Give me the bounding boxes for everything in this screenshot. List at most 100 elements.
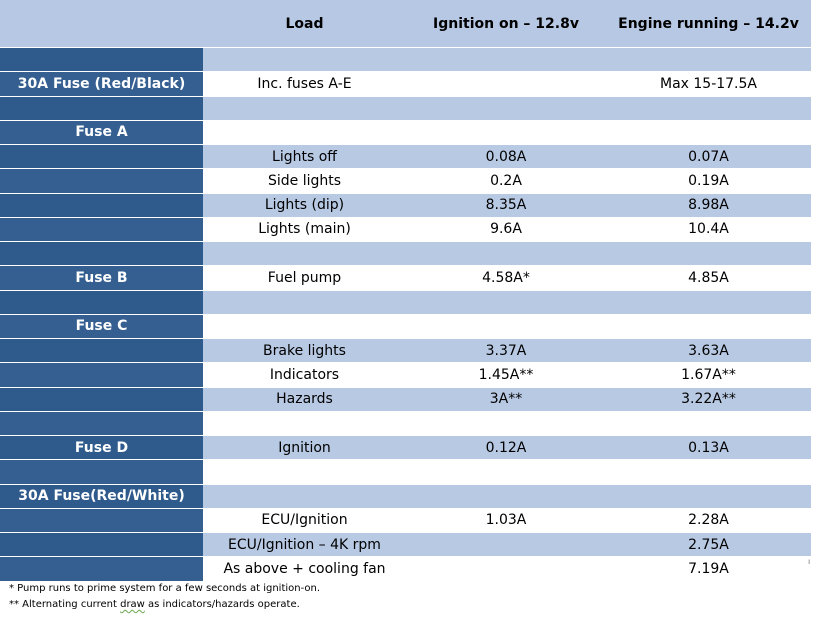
data-cell (406, 484, 606, 509)
data-cell (606, 484, 811, 509)
footnote-text-a: ** Alternating current (9, 599, 121, 610)
data-cell: Hazards (203, 387, 406, 412)
data-cell: 2.75A (606, 532, 811, 558)
data-cell (203, 290, 406, 315)
data-cell: 8.35A (406, 193, 606, 218)
table-row: Lights (dip) 8.35A 8.98A (0, 193, 811, 218)
data-cell: 0.13A (606, 435, 811, 461)
table-row (0, 47, 811, 73)
data-cell: 1.03A (406, 508, 606, 534)
fuse-label-cell: 30A Fuse(Red/White) (0, 484, 203, 509)
fuse-label-cell (0, 144, 203, 170)
data-cell: Lights (dip) (203, 193, 406, 218)
fuse-label-cell (0, 387, 203, 412)
data-cell: Indicators (203, 362, 406, 388)
data-cell: 0.08A (406, 144, 606, 170)
data-cell (606, 411, 811, 437)
data-cell: 8.98A (606, 193, 811, 218)
data-cell (406, 459, 606, 485)
table-row (0, 96, 811, 121)
table-row (0, 241, 811, 267)
data-cell: 4.85A (606, 265, 811, 291)
data-cell (606, 241, 811, 267)
fuse-label-cell: Fuse D (0, 435, 203, 461)
data-cell: 7.19A (606, 556, 811, 582)
data-cell: 0.07A (606, 144, 811, 170)
data-cell (406, 96, 606, 121)
fuse-label-cell: Fuse C (0, 314, 203, 340)
fuse-label-cell (0, 338, 203, 364)
footnote-alternating: ** Alternating current draw as indicator… (9, 599, 300, 610)
data-cell: 1.67A** (606, 362, 811, 388)
data-cell: Max 15-17.5A (606, 71, 811, 97)
fuse-label-cell (0, 290, 203, 315)
table-row: ECU/Ignition 1.03A 2.28A (0, 508, 811, 534)
data-cell (203, 314, 406, 340)
data-cell (203, 484, 406, 509)
data-cell (203, 96, 406, 121)
data-cell: Brake lights (203, 338, 406, 364)
fuse-label-cell: Fuse B (0, 265, 203, 291)
data-cell: ECU/Ignition (203, 508, 406, 534)
fuse-label-cell: Fuse A (0, 120, 203, 146)
data-cell (203, 459, 406, 485)
table-row (0, 411, 811, 437)
footnote-pump: * Pump runs to prime system for a few se… (9, 583, 321, 594)
fuse-label-cell (0, 96, 203, 121)
data-cell: Side lights (203, 168, 406, 194)
data-cell (606, 314, 811, 340)
data-cell (406, 556, 606, 582)
data-cell: ECU/Ignition – 4K rpm (203, 532, 406, 558)
data-cell: 0.2A (406, 168, 606, 194)
data-cell: 4.58A* (406, 265, 606, 291)
table-row: ECU/Ignition – 4K rpm 2.75A (0, 532, 811, 558)
data-cell (406, 47, 606, 73)
table-row: 30A Fuse (Red/Black) Inc. fuses A-E Max 15… (0, 71, 811, 97)
table-row: Fuse A (0, 120, 811, 146)
table-row: Fuse D Ignition 0.12A 0.13A (0, 435, 811, 461)
data-cell: 0.12A (406, 435, 606, 461)
data-cell (406, 411, 606, 437)
fuse-label-cell (0, 411, 203, 437)
fuse-label-cell (0, 168, 203, 194)
table-row: Indicators 1.45A** 1.67A** (0, 362, 811, 388)
data-cell (203, 241, 406, 267)
table-row: 30A Fuse(Red/White) (0, 484, 811, 509)
header-cell-3: Engine running – 14.2v (606, 0, 811, 48)
data-cell: Lights (main) (203, 217, 406, 243)
data-cell: Ignition (203, 435, 406, 461)
fuse-label-cell (0, 241, 203, 267)
table-row: Side lights 0.2A 0.19A (0, 168, 811, 194)
fuse-label-cell (0, 362, 203, 388)
data-cell: 3.63A (606, 338, 811, 364)
data-cell (203, 411, 406, 437)
data-cell: 0.19A (606, 168, 811, 194)
table-row: As above + cooling fan 7.19A (0, 556, 811, 582)
table-row: Hazards 3A** 3.22A** (0, 387, 811, 412)
data-cell (606, 120, 811, 146)
data-cell: 10.4A (606, 217, 811, 243)
table-row: Lights (main) 9.6A 10.4A (0, 217, 811, 243)
data-cell: 2.28A (606, 508, 811, 534)
data-cell: Lights off (203, 144, 406, 170)
fuse-label-cell (0, 193, 203, 218)
fuse-label-cell (0, 47, 203, 73)
data-cell (406, 532, 606, 558)
data-cell (406, 314, 606, 340)
data-cell: Fuel pump (203, 265, 406, 291)
data-cell: 1.45A** (406, 362, 606, 388)
table-row (0, 290, 811, 315)
edge-marker: ı (808, 557, 811, 566)
fuse-label-cell (0, 459, 203, 485)
header-row: Load Ignition on – 12.8v Engine running – … (0, 0, 811, 48)
fuse-label-cell (0, 532, 203, 558)
data-cell: As above + cooling fan (203, 556, 406, 582)
header-cell-2: Ignition on – 12.8v (406, 0, 606, 48)
data-cell: 3.37A (406, 338, 606, 364)
current-draw-table: Load Ignition on – 12.8v Engine running – … (0, 0, 811, 582)
data-cell (406, 71, 606, 97)
header-cell-0 (0, 0, 203, 48)
table-row: Brake lights 3.37A 3.63A (0, 338, 811, 364)
table-row: Fuse B Fuel pump 4.58A* 4.85A (0, 265, 811, 291)
data-cell: Inc. fuses A-E (203, 71, 406, 97)
